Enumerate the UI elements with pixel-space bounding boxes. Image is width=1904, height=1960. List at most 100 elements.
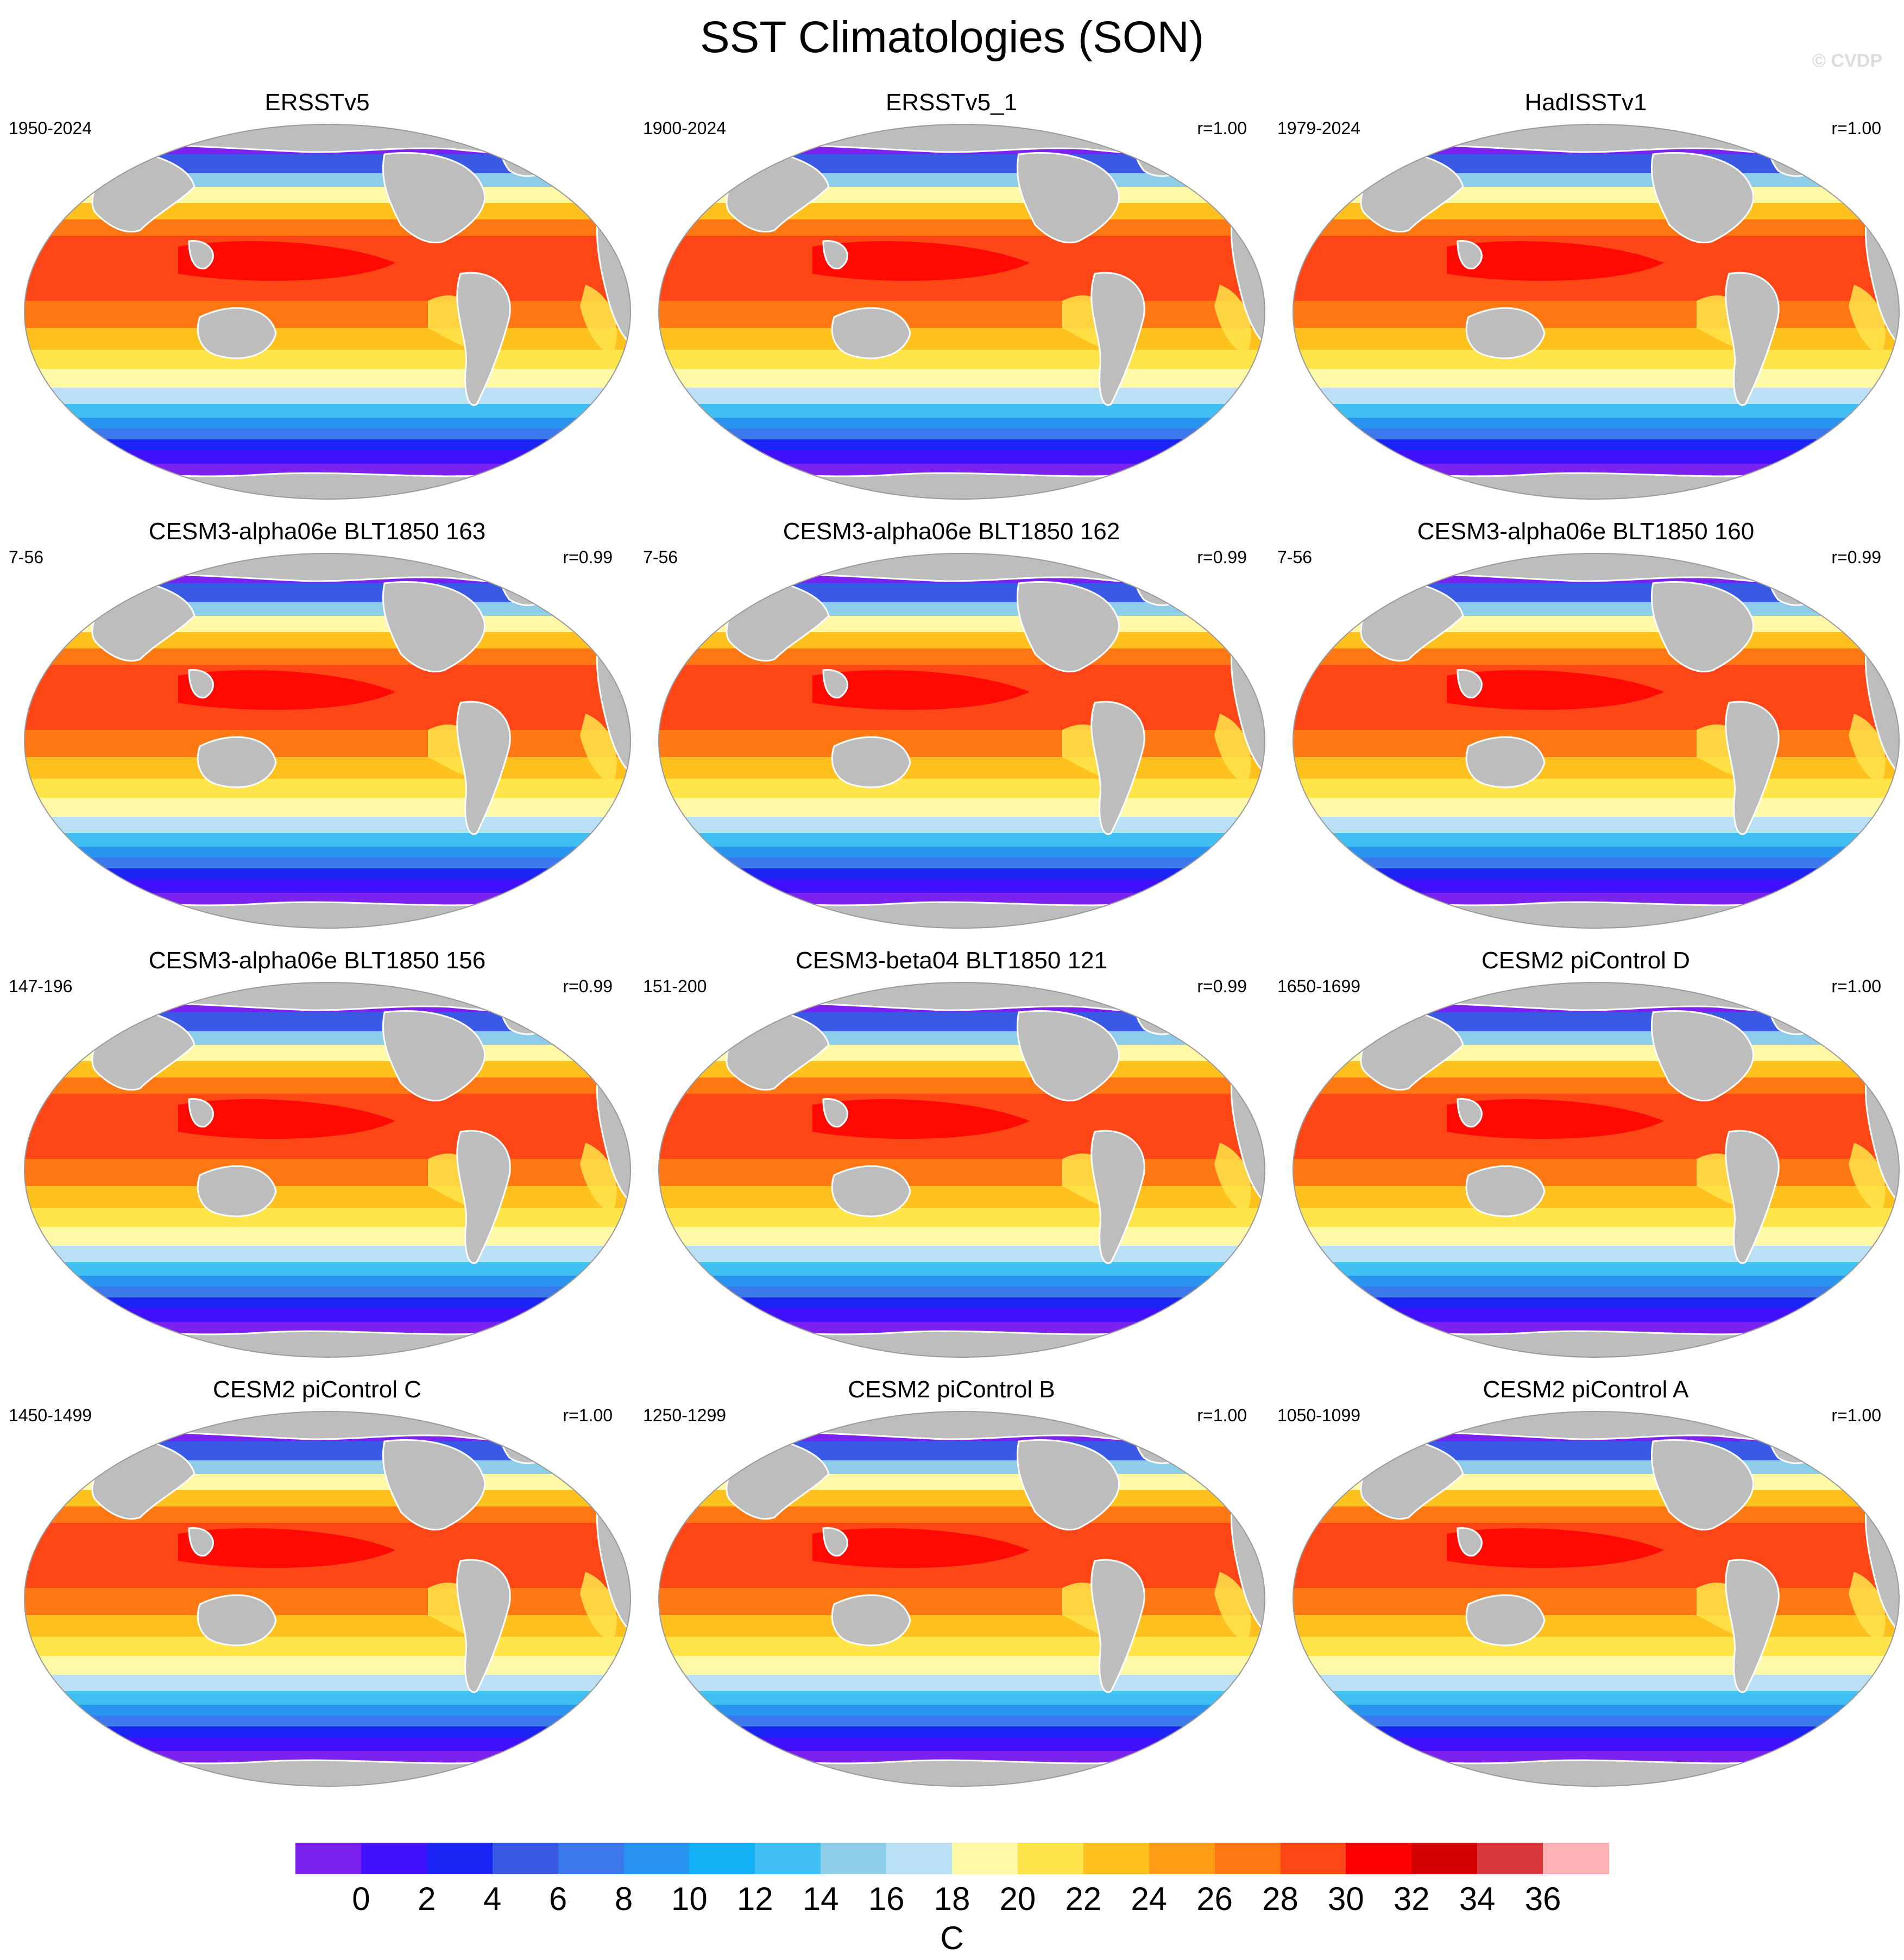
sst-map xyxy=(1293,124,1900,500)
panel-title: CESM3-alpha06e BLT1850 156 xyxy=(148,947,486,974)
panel-period: 147-196 xyxy=(9,976,73,996)
panel-correlation: r=1.00 xyxy=(1831,118,1881,138)
sst-map xyxy=(1293,553,1900,929)
panel-correlation: r=0.99 xyxy=(1831,547,1881,567)
colorbar-swatch xyxy=(689,1843,756,1874)
colorbar-swatch xyxy=(1543,1843,1609,1874)
map-panel: CESM3-alpha06e BLT1850 162 7-56 r=0.99 xyxy=(634,516,1269,945)
map-panel: CESM2 piControl D 1650-1699 r=1.00 xyxy=(1269,945,1903,1374)
colorbar-tick-label: 24 xyxy=(1131,1881,1168,1917)
colorbar-swatch xyxy=(623,1843,690,1874)
colorbar-swatch xyxy=(295,1843,362,1874)
colorbar-tick-label: 16 xyxy=(868,1881,905,1917)
panel-title: CESM3-alpha06e BLT1850 163 xyxy=(148,518,486,545)
colorbar-swatch xyxy=(426,1843,493,1874)
panel-title: HadISSTv1 xyxy=(1524,89,1647,116)
sst-map xyxy=(24,553,631,929)
cvdp-watermark: © CVDP xyxy=(1812,51,1882,71)
colorbar-swatch xyxy=(886,1843,953,1874)
panel-correlation: r=0.99 xyxy=(563,547,613,567)
colorbar-swatch xyxy=(558,1843,625,1874)
panel-correlation: r=0.99 xyxy=(1197,547,1247,567)
map-panel: CESM2 piControl C 1450-1499 r=1.00 xyxy=(0,1374,634,1803)
colorbar-swatch xyxy=(755,1843,822,1874)
panel-title: CESM3-beta04 BLT1850 121 xyxy=(796,947,1107,974)
panel-correlation: r=1.00 xyxy=(563,1406,613,1425)
panel-title: CESM3-alpha06e BLT1850 162 xyxy=(783,518,1120,545)
sst-map xyxy=(24,982,631,1358)
map-panel: CESM3-beta04 BLT1850 121 151-200 r=0.99 xyxy=(634,945,1269,1374)
sst-map xyxy=(1293,982,1900,1358)
panel-title: CESM2 piControl D xyxy=(1481,947,1690,974)
panel-correlation: r=1.00 xyxy=(1831,1406,1881,1425)
colorbar-tick-label: 14 xyxy=(802,1881,839,1917)
panel-correlation: r=1.00 xyxy=(1831,976,1881,996)
sst-map xyxy=(658,124,1265,500)
colorbar-swatch xyxy=(1411,1843,1478,1874)
panel-period: 1250-1299 xyxy=(643,1406,727,1425)
map-panel: ERSSTv5 1950-2024 xyxy=(0,87,634,516)
colorbar-swatch xyxy=(1214,1843,1281,1874)
colorbar-tick-label: 2 xyxy=(418,1881,436,1917)
panel-period: 1050-1099 xyxy=(1277,1406,1361,1425)
panel-correlation: r=1.00 xyxy=(1197,118,1247,138)
panel-period: 1950-2024 xyxy=(9,118,92,138)
figure-title: SST Climatologies (SON) xyxy=(699,12,1205,62)
colorbar-tick-label: 4 xyxy=(483,1881,502,1917)
panel-map xyxy=(15,122,640,502)
colorbar-swatch xyxy=(1149,1843,1215,1874)
panel-map xyxy=(1284,1409,1904,1789)
colorbar-swatch xyxy=(1017,1843,1084,1874)
map-panel: CESM2 piControl A 1050-1099 r=1.00 xyxy=(1269,1374,1903,1803)
panel-title: ERSSTv5 xyxy=(264,89,370,116)
panel-map xyxy=(650,980,1274,1360)
map-panel: CESM2 piControl B 1250-1299 r=1.00 xyxy=(634,1374,1269,1803)
colorbar-swatch xyxy=(1280,1843,1347,1874)
colorbar-tick-label: 32 xyxy=(1393,1881,1430,1917)
sst-map xyxy=(24,1411,631,1787)
map-panel: HadISSTv1 1979-2024 r=1.00 xyxy=(1269,87,1903,516)
colorbar-tick-label: 26 xyxy=(1196,1881,1233,1917)
panel-title: CESM2 piControl B xyxy=(848,1376,1055,1403)
panel-map xyxy=(650,1409,1274,1789)
colorbar-swatch xyxy=(821,1843,887,1874)
colorbar-tick-label: 0 xyxy=(352,1881,370,1917)
panel-period: 1650-1699 xyxy=(1277,976,1361,996)
panel-period: 151-200 xyxy=(643,976,707,996)
colorbar-swatch xyxy=(361,1843,427,1874)
colorbar-tick-label: 10 xyxy=(671,1881,708,1917)
panel-map xyxy=(15,1409,640,1789)
panel-map xyxy=(1284,980,1904,1360)
panel-map xyxy=(1284,122,1904,502)
colorbar-swatch xyxy=(492,1843,559,1874)
sst-map xyxy=(658,1411,1265,1787)
colorbar-tick-label: 28 xyxy=(1262,1881,1298,1917)
colorbar-tick-label: 30 xyxy=(1328,1881,1364,1917)
panel-map xyxy=(650,122,1274,502)
map-panel: CESM3-alpha06e BLT1850 156 147-196 r=0.99 xyxy=(0,945,634,1374)
colorbar-tick-label: 18 xyxy=(934,1881,970,1917)
panel-title: ERSSTv5_1 xyxy=(885,89,1018,116)
sst-map xyxy=(658,553,1265,929)
colorbar-swatch xyxy=(952,1843,1018,1874)
panel-correlation: r=0.99 xyxy=(1197,976,1247,996)
colorbar-units: C xyxy=(940,1920,964,1956)
sst-map xyxy=(658,982,1265,1358)
map-panel: ERSSTv5_1 1900-2024 r=1.00 xyxy=(634,87,1269,516)
colorbar-swatch xyxy=(1083,1843,1150,1874)
colorbar-tick-label: 12 xyxy=(736,1881,773,1917)
panel-title: CESM3-alpha06e BLT1850 160 xyxy=(1417,518,1755,545)
panel-map xyxy=(15,980,640,1360)
colorbar-tick-label: 22 xyxy=(1065,1881,1102,1917)
panel-period: 1900-2024 xyxy=(643,118,727,138)
panel-period: 7-56 xyxy=(643,547,678,567)
colorbar-tick-label: 8 xyxy=(614,1881,633,1917)
sst-map xyxy=(1293,1411,1900,1787)
colorbar-tick-label: 20 xyxy=(999,1881,1036,1917)
colorbar-tick-label: 36 xyxy=(1524,1881,1561,1917)
colorbar-swatch xyxy=(1346,1843,1413,1874)
panel-map xyxy=(1284,551,1904,931)
colorbar-swatch xyxy=(1477,1843,1544,1874)
panel-map xyxy=(15,551,640,931)
colorbar-tick-label: 34 xyxy=(1459,1881,1496,1917)
